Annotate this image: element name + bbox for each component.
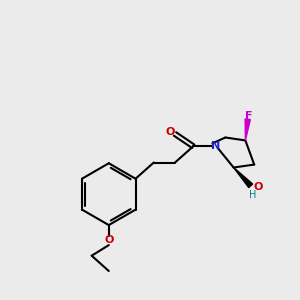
- Text: O: O: [104, 236, 113, 245]
- Polygon shape: [245, 119, 250, 140]
- Text: N: N: [211, 141, 220, 151]
- Text: O: O: [166, 128, 175, 137]
- Text: O: O: [253, 182, 262, 192]
- Text: F: F: [245, 111, 253, 121]
- Polygon shape: [234, 167, 253, 188]
- Text: H: H: [249, 190, 256, 200]
